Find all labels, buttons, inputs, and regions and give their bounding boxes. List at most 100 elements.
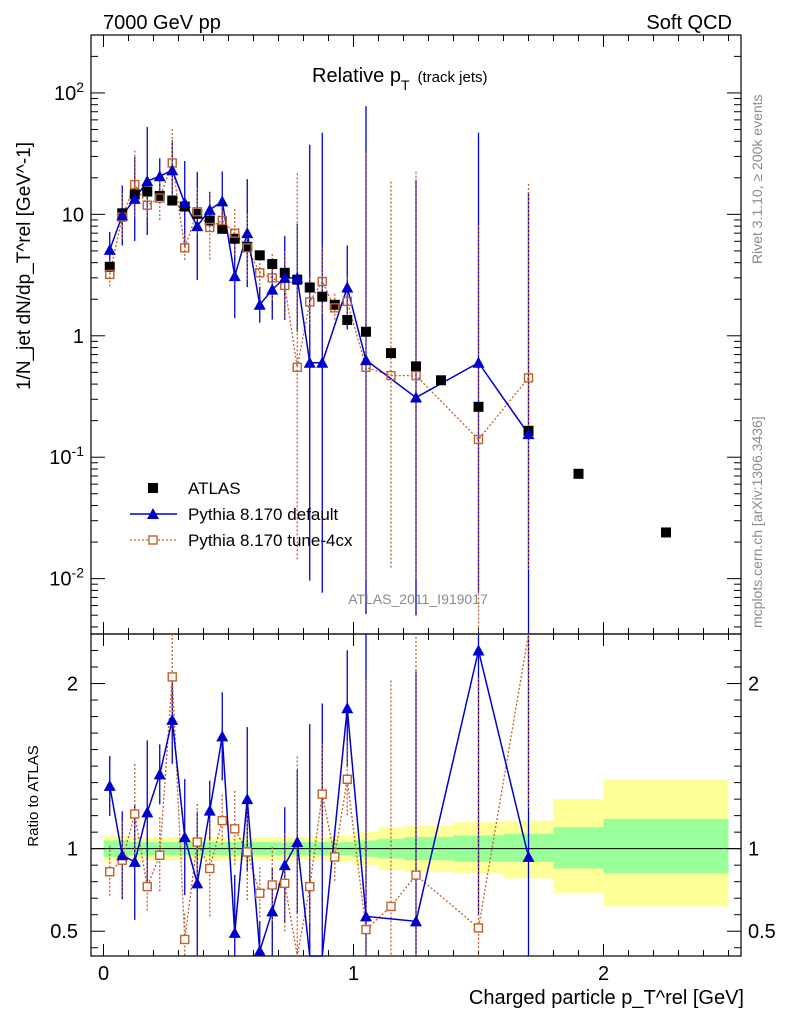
atlas-point — [142, 186, 153, 197]
ratio-tick-label-left: 2 — [67, 674, 78, 696]
default-point — [141, 175, 154, 187]
default-point — [360, 354, 372, 366]
x-axis-label: Charged particle p_T^rel [GeV] — [469, 987, 744, 1009]
default-point — [128, 192, 141, 204]
atlas-point — [154, 190, 165, 201]
tune-ratio-point — [105, 867, 115, 877]
tune-ratio-point — [192, 837, 202, 847]
tune-point — [473, 434, 484, 445]
default-ratio-point — [216, 730, 229, 742]
tune-ratio-point — [180, 934, 190, 945]
header-left: 7000 GeV pp — [103, 12, 221, 34]
ratio-tick-label-right: 2 — [748, 674, 759, 696]
atlas-point — [204, 215, 215, 226]
tune-ratio-point — [167, 672, 177, 682]
y-tick-label: 10-2 — [49, 565, 84, 591]
title-note: (track jets) — [418, 69, 488, 86]
default-point — [472, 356, 485, 368]
tune-ratio-point — [217, 815, 227, 826]
tune-ratio-point — [205, 863, 215, 874]
tune-point — [105, 269, 115, 280]
watermark: ATLAS_2011_I919017 — [348, 591, 488, 607]
x-tick-label: 1 — [348, 963, 359, 985]
tune-ratio-point — [317, 789, 327, 799]
tune-point — [317, 276, 327, 287]
atlas-point — [254, 250, 265, 261]
tune-point — [342, 296, 352, 307]
tune-point — [330, 303, 340, 313]
rivet-label: Rivet 3.1.10, ≥ 200k events — [749, 94, 765, 264]
y-axis-label: 1/N_jet dN/dp_T^rel [GeV^-1] — [14, 142, 35, 390]
default-point — [316, 356, 329, 368]
default-point — [241, 227, 254, 239]
ratio-tick-label-left: 0.5 — [50, 921, 78, 943]
tune-ratio-point — [473, 923, 484, 933]
default-point — [191, 220, 204, 232]
default-ratio-point — [472, 644, 485, 656]
atlas-point — [573, 468, 584, 479]
ratio-tick-label-right: 1 — [748, 839, 759, 861]
default-ratio-point — [178, 831, 191, 843]
default-ratio-point — [191, 877, 204, 889]
atlas-point — [104, 261, 115, 272]
tune-ratio-point — [342, 774, 352, 785]
tune-point — [255, 268, 265, 278]
tune-ratio-point — [305, 881, 315, 892]
default-point — [216, 195, 229, 207]
default-ratio-point — [153, 768, 166, 780]
default-line — [109, 169, 530, 435]
default-ratio-point — [103, 779, 116, 791]
y-tick-label: 10-1 — [49, 443, 84, 469]
default-point — [178, 197, 191, 209]
y-tick-label: 102 — [54, 79, 84, 105]
atlas-point — [304, 282, 315, 293]
default-point — [253, 298, 266, 310]
tune-point — [192, 207, 202, 217]
stat-band-bin — [603, 818, 729, 874]
stat-band-bin — [553, 827, 604, 869]
legend-marker-atlas — [148, 483, 158, 493]
tune-point — [411, 370, 421, 381]
default-ratio-point — [266, 905, 279, 917]
tune-point — [180, 243, 190, 253]
tune-ratio-point — [361, 924, 371, 935]
tune-ratio-point — [267, 880, 277, 890]
default-ratio-point — [360, 910, 372, 922]
default-point — [341, 281, 354, 293]
default-ratio-point — [228, 926, 241, 938]
series-layer — [103, 106, 671, 957]
legend-label: ATLAS — [188, 479, 241, 498]
header-right: Soft QCD — [646, 12, 732, 34]
atlas-point — [361, 326, 371, 337]
x-tick-label: 2 — [598, 963, 609, 985]
mcplots-label: mcplots.cern.ch [arXiv:1306.3436] — [749, 416, 765, 628]
default-ratio-point — [291, 836, 304, 848]
tune-point — [155, 193, 165, 203]
default-point — [278, 271, 291, 283]
atlas-point — [342, 314, 353, 325]
tune-point — [217, 215, 227, 226]
tune-ratio-point — [255, 888, 265, 898]
atlas-point — [217, 223, 228, 234]
atlas-point — [473, 401, 484, 412]
y-tick-label: 1 — [73, 326, 84, 348]
tune-point — [205, 222, 215, 233]
atlas-point — [192, 208, 203, 219]
tune-point — [142, 200, 152, 210]
default-point — [116, 209, 129, 221]
title-main: Relative p — [312, 65, 401, 87]
default-ratio-point — [203, 804, 216, 816]
atlas-point — [661, 527, 671, 538]
atlas-point — [329, 299, 340, 310]
default-ratio-point — [410, 915, 422, 927]
default-ratio-point — [128, 855, 141, 867]
tune-ratio-point — [386, 901, 396, 912]
chart-title: Relative pT (track jets) — [312, 65, 488, 93]
legend-marker-tune — [148, 535, 158, 545]
tune-ratio-point — [411, 870, 421, 880]
default-ratio-point — [166, 713, 179, 725]
default-point — [228, 270, 241, 282]
tune-point — [523, 373, 534, 383]
ratio-y-axis-label: Ratio to ATLAS — [25, 745, 42, 846]
